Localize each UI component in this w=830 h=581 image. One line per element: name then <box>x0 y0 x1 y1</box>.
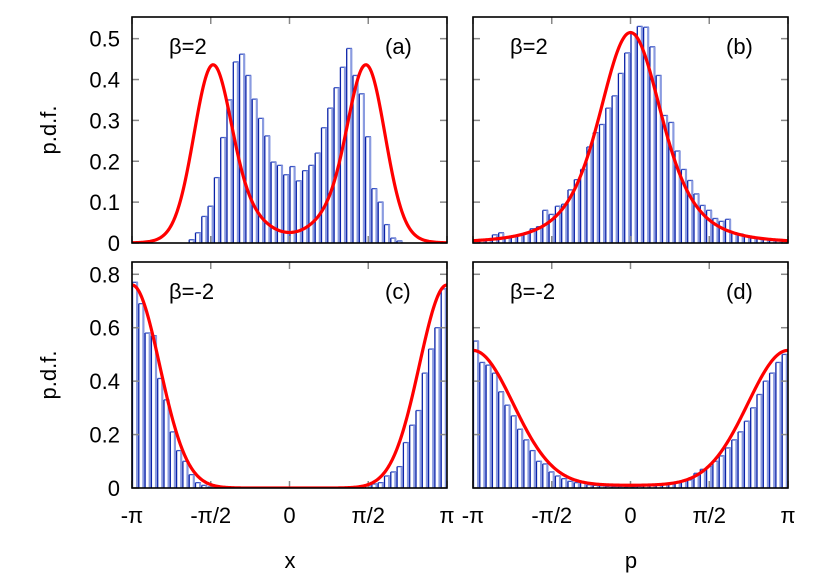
ylabel-bottom: p.d.f. <box>36 351 61 400</box>
beta-annotation: β=2 <box>510 34 548 59</box>
panel-label: (c) <box>385 279 411 304</box>
panel-a: β=2 (a) 0 0.1 0.2 0.3 0.4 0.5 <box>89 16 448 256</box>
xtick-label: π/2 <box>692 503 726 528</box>
theory-curve <box>132 283 447 488</box>
panel-label: (a) <box>385 34 412 59</box>
ytick-label: 0.4 <box>89 68 120 93</box>
panel-c: β=-2 (c) 0 0.2 0.4 0.6 0.8 -π -π/2 0 π/2 π <box>89 261 455 528</box>
plot-frame <box>131 261 448 489</box>
panel-label: (d) <box>726 279 753 304</box>
xtick-label: -π/2 <box>531 503 572 528</box>
beta-annotation: β=-2 <box>510 279 555 304</box>
ytick-label: 0 <box>108 476 120 501</box>
ytick-label: 0.2 <box>89 423 120 448</box>
xtick-label: 0 <box>283 503 295 528</box>
ytick-label: 0.1 <box>89 190 120 215</box>
beta-annotation: β=-2 <box>169 279 214 304</box>
theory-curve <box>132 63 447 243</box>
plot-frame <box>472 16 789 244</box>
beta-annotation: β=2 <box>169 34 207 59</box>
theory-curve <box>473 348 788 487</box>
xlabel-right: p <box>625 548 637 573</box>
xtick-label: π <box>780 503 795 528</box>
ytick-label: 0.6 <box>89 316 120 341</box>
histogram <box>473 340 788 488</box>
xtick-label: π/2 <box>351 503 385 528</box>
ytick-label: 0 <box>108 231 120 256</box>
ytick-label: 0.8 <box>89 262 120 287</box>
theory-curve <box>473 30 788 243</box>
panel-label: (b) <box>726 34 753 59</box>
histogram <box>132 281 447 488</box>
plot-frame <box>131 16 448 244</box>
ytick-label: 0.5 <box>89 27 120 52</box>
xtick-label: π <box>439 503 454 528</box>
xtick-label: -π/2 <box>190 503 231 528</box>
ytick-label: 0.3 <box>89 108 120 133</box>
panel-b: β=2 (b) <box>472 16 789 244</box>
xtick-label: -π <box>121 503 144 528</box>
plot-frame <box>472 261 789 489</box>
panel-d: β=-2 (d) -π -π/2 0 π/2 π <box>462 261 796 528</box>
ytick-label: 0.4 <box>89 369 120 394</box>
xlabel-left: x <box>285 548 296 573</box>
xtick-label: -π <box>462 503 485 528</box>
xtick-label: 0 <box>624 503 636 528</box>
ytick-label: 0.2 <box>89 149 120 174</box>
ylabel-top: p.d.f. <box>36 106 61 155</box>
